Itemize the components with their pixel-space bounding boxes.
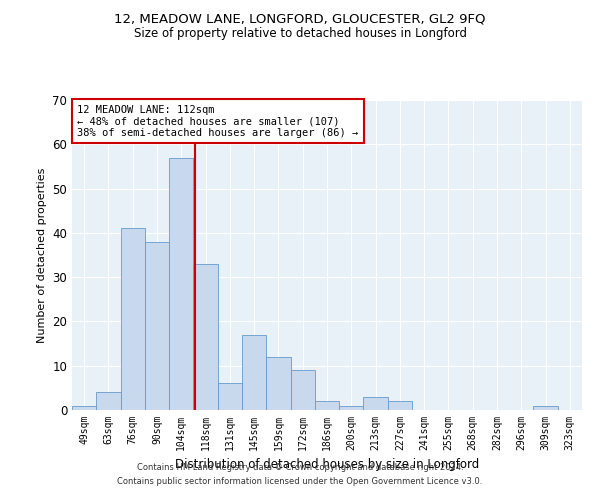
Bar	[533, 406, 558, 410]
Bar	[388, 401, 412, 410]
Bar	[193, 264, 218, 410]
Bar	[218, 384, 242, 410]
Y-axis label: Number of detached properties: Number of detached properties	[37, 168, 47, 342]
Text: 12, MEADOW LANE, LONGFORD, GLOUCESTER, GL2 9FQ: 12, MEADOW LANE, LONGFORD, GLOUCESTER, G…	[114, 12, 486, 26]
Bar	[145, 242, 169, 410]
Bar	[290, 370, 315, 410]
Text: Contains public sector information licensed under the Open Government Licence v3: Contains public sector information licen…	[118, 477, 482, 486]
Text: Contains HM Land Registry data © Crown copyright and database right 2024.: Contains HM Land Registry data © Crown c…	[137, 464, 463, 472]
Bar	[266, 357, 290, 410]
Bar	[315, 401, 339, 410]
Bar	[96, 392, 121, 410]
Text: 12 MEADOW LANE: 112sqm
← 48% of detached houses are smaller (107)
38% of semi-de: 12 MEADOW LANE: 112sqm ← 48% of detached…	[77, 104, 358, 138]
Bar	[364, 396, 388, 410]
Bar	[72, 406, 96, 410]
X-axis label: Distribution of detached houses by size in Longford: Distribution of detached houses by size …	[175, 458, 479, 471]
Bar	[169, 158, 193, 410]
Bar	[339, 406, 364, 410]
Text: Size of property relative to detached houses in Longford: Size of property relative to detached ho…	[133, 28, 467, 40]
Bar	[121, 228, 145, 410]
Bar	[242, 334, 266, 410]
